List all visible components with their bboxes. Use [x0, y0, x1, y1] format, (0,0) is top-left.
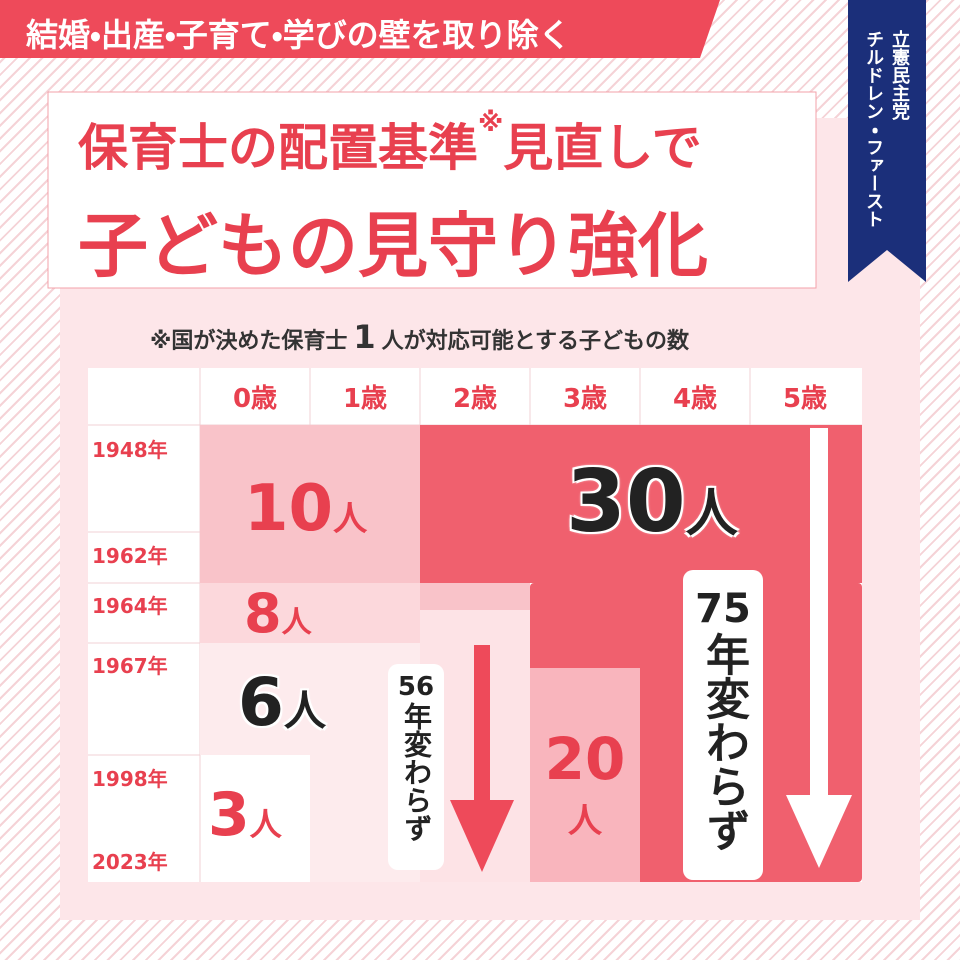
year-label: 1967年 [92, 654, 168, 678]
region-2y [420, 583, 530, 610]
arrow-75 [786, 428, 852, 868]
column-label: 2歳 [452, 384, 498, 414]
column-label: 4歳 [672, 384, 718, 414]
cell: 6人 [238, 664, 326, 741]
cell: 8人 [244, 582, 312, 645]
title-text: 見直しで [503, 119, 702, 177]
party: 立憲民主党 [889, 30, 910, 120]
annotation: 75 年変わらず [683, 586, 763, 852]
ribbon-bg [848, 0, 926, 282]
column-label: 3歳 [562, 384, 608, 414]
column-label: 1歳 [342, 384, 388, 414]
year-label: 1998年 [92, 767, 168, 791]
banner: 結婚・出産・子育て・学びの壁を取り除く [26, 16, 571, 54]
banner-bg [0, 0, 720, 58]
region-20 [530, 668, 640, 882]
year-label: 1964年 [92, 594, 168, 618]
cell-unit: 人 [249, 805, 282, 843]
cell-count: 20 [544, 725, 626, 793]
slogan: チルドレン・ファースト [863, 30, 884, 228]
cell-unit: 人 [281, 605, 312, 640]
note-text: ※国が決めた保育士 [150, 329, 348, 354]
title-text: 保育士の配置基準 [78, 119, 478, 177]
column-label: 0歳 [232, 384, 278, 414]
region-10 [200, 425, 420, 583]
cell: 30人 [566, 452, 738, 552]
cell: 3人 [208, 780, 282, 850]
note: ※国が決めた保育士 1 人が対応可能とする子どもの数 [150, 318, 689, 356]
region-30 [420, 425, 862, 583]
cell-unit: 人 [568, 801, 602, 841]
cell: 20 人 [530, 725, 640, 842]
label-box-56 [388, 664, 444, 870]
cell-count: 6 [238, 664, 284, 741]
cell-unit: 人 [333, 499, 368, 539]
annotation-text: 年変わらず [698, 632, 749, 852]
note-number: 1 [353, 318, 376, 356]
note-text: 人が対応可能とする子どもの数 [381, 329, 689, 354]
column-label: 5歳 [782, 384, 828, 414]
cell-unit: 人 [685, 484, 738, 544]
cell-count: 3 [208, 780, 250, 850]
year-label: 1962年 [92, 544, 168, 568]
cell-count: 8 [244, 582, 282, 645]
annotation-text: 年変わらず [400, 702, 433, 842]
cell-count: 30 [566, 452, 686, 552]
cell: 10人 [244, 472, 367, 546]
year-label: 2023年 [92, 850, 168, 874]
title-mark: ※ [478, 108, 504, 138]
label-box-75 [683, 570, 763, 880]
arrow-56 [450, 645, 514, 872]
annotation-years: 75 [695, 586, 751, 632]
title-box [47, 91, 817, 289]
region-8 [200, 583, 420, 643]
cell-count: 10 [244, 472, 334, 546]
year-label: 1948年 [92, 438, 168, 462]
annotation-years: 56 [397, 672, 435, 702]
title-line1: 保育士の配置基準※見直しで [78, 108, 702, 180]
title-line2: 子どもの見守り強化 [78, 205, 708, 287]
annotation: 56 年変わらず [388, 672, 444, 842]
region-6 [200, 643, 420, 755]
cell-unit: 人 [283, 686, 326, 735]
